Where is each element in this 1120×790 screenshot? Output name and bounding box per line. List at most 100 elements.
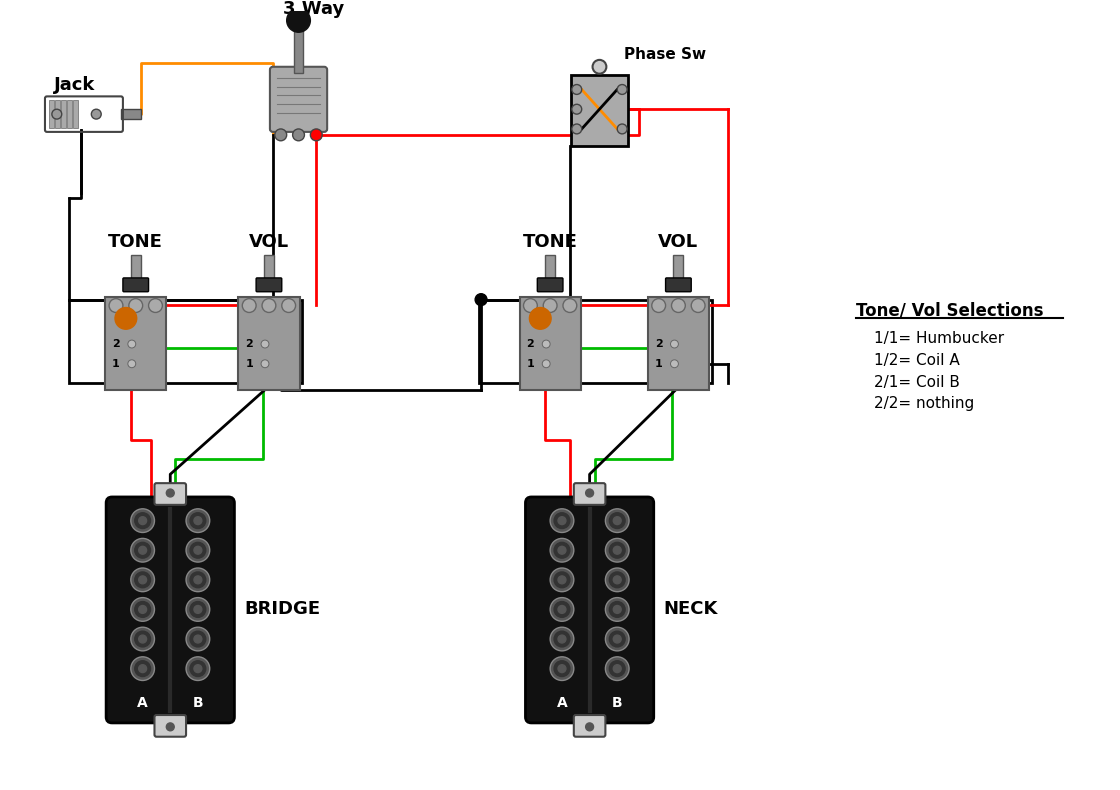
Circle shape [194, 576, 202, 584]
Circle shape [109, 299, 123, 313]
FancyBboxPatch shape [538, 278, 563, 292]
Text: 1: 1 [112, 359, 120, 369]
Circle shape [310, 129, 323, 141]
Circle shape [186, 509, 209, 532]
Circle shape [558, 664, 566, 672]
Circle shape [52, 109, 62, 119]
Circle shape [134, 513, 150, 529]
Circle shape [190, 572, 206, 588]
Circle shape [139, 664, 147, 672]
Text: A: A [138, 696, 148, 710]
Circle shape [190, 513, 206, 529]
Circle shape [554, 543, 570, 559]
Circle shape [609, 543, 625, 559]
Circle shape [614, 517, 622, 525]
Circle shape [606, 597, 629, 621]
Circle shape [586, 489, 594, 497]
FancyBboxPatch shape [573, 483, 606, 505]
Circle shape [194, 664, 202, 672]
Text: TONE: TONE [109, 233, 164, 251]
Circle shape [131, 509, 155, 532]
Circle shape [554, 631, 570, 647]
Circle shape [194, 547, 202, 555]
Circle shape [475, 294, 487, 306]
FancyBboxPatch shape [256, 278, 282, 292]
Text: Tone/ Vol Selections: Tone/ Vol Selections [856, 302, 1044, 320]
Circle shape [614, 547, 622, 555]
Text: 3 Way: 3 Way [282, 0, 344, 17]
FancyBboxPatch shape [123, 278, 149, 292]
Circle shape [523, 299, 538, 313]
Circle shape [139, 635, 147, 643]
Text: 2: 2 [526, 339, 534, 349]
Text: 1/1= Humbucker: 1/1= Humbucker [874, 331, 1004, 346]
Text: VOL: VOL [659, 233, 699, 251]
Circle shape [558, 605, 566, 613]
Circle shape [262, 299, 276, 313]
Circle shape [572, 124, 581, 134]
FancyBboxPatch shape [155, 483, 186, 505]
Circle shape [292, 129, 305, 141]
Circle shape [554, 572, 570, 588]
Circle shape [261, 359, 269, 367]
Circle shape [115, 307, 137, 329]
Circle shape [186, 568, 209, 592]
Circle shape [606, 656, 629, 680]
Circle shape [131, 568, 155, 592]
Circle shape [186, 656, 209, 680]
Circle shape [554, 660, 570, 676]
Circle shape [609, 631, 625, 647]
Text: Jack: Jack [54, 76, 95, 93]
Circle shape [550, 627, 573, 651]
Circle shape [542, 359, 550, 367]
Circle shape [550, 539, 573, 562]
Text: 2/2= nothing: 2/2= nothing [874, 397, 974, 412]
FancyBboxPatch shape [573, 715, 606, 737]
FancyBboxPatch shape [665, 278, 691, 292]
Text: 2: 2 [655, 339, 663, 349]
Circle shape [92, 109, 101, 119]
Circle shape [606, 539, 629, 562]
Circle shape [190, 601, 206, 617]
FancyBboxPatch shape [155, 715, 186, 737]
Text: 1: 1 [526, 359, 534, 369]
Text: 2: 2 [112, 339, 120, 349]
Bar [264, 255, 274, 285]
Circle shape [134, 660, 150, 676]
Circle shape [542, 340, 550, 348]
Circle shape [558, 517, 566, 525]
Circle shape [550, 568, 573, 592]
Bar [49, 100, 54, 128]
Circle shape [194, 605, 202, 613]
FancyBboxPatch shape [525, 497, 654, 723]
Circle shape [614, 664, 622, 672]
Circle shape [606, 509, 629, 532]
Circle shape [190, 543, 206, 559]
Circle shape [274, 129, 287, 141]
Circle shape [190, 660, 206, 676]
Circle shape [558, 547, 566, 555]
Circle shape [128, 340, 136, 348]
Bar [520, 297, 580, 390]
FancyBboxPatch shape [293, 25, 304, 73]
Circle shape [652, 299, 665, 313]
Bar [571, 75, 628, 145]
Circle shape [606, 627, 629, 651]
Circle shape [609, 660, 625, 676]
Circle shape [609, 601, 625, 617]
Circle shape [167, 723, 175, 731]
Circle shape [186, 539, 209, 562]
FancyBboxPatch shape [270, 67, 327, 132]
Text: Phase Sw: Phase Sw [624, 47, 707, 62]
Circle shape [558, 576, 566, 584]
Bar [68, 299, 302, 383]
Circle shape [550, 656, 573, 680]
Bar [55, 100, 59, 128]
Circle shape [558, 635, 566, 643]
Circle shape [131, 539, 155, 562]
Circle shape [131, 627, 155, 651]
Text: TONE: TONE [523, 233, 578, 251]
Bar [121, 109, 141, 119]
Text: BRIDGE: BRIDGE [244, 600, 320, 619]
Circle shape [242, 299, 256, 313]
